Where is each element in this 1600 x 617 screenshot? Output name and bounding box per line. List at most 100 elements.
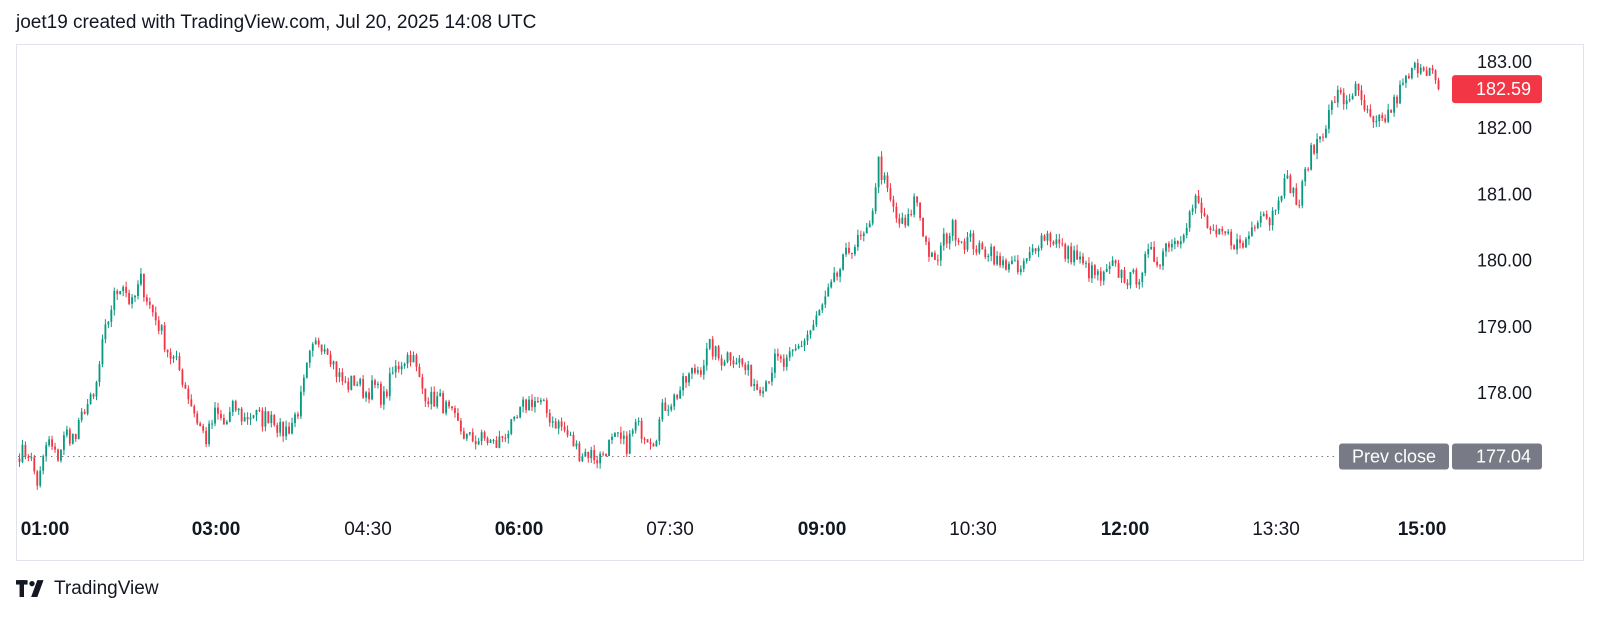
candle xyxy=(584,448,587,457)
candle xyxy=(214,401,216,427)
candle xyxy=(741,357,744,368)
candle xyxy=(134,294,136,303)
candle xyxy=(68,427,71,446)
candle xyxy=(397,361,400,373)
footer-brand[interactable]: TradingView xyxy=(16,578,159,600)
candle xyxy=(454,405,456,418)
candle xyxy=(305,362,308,379)
candle xyxy=(421,373,424,395)
candle xyxy=(86,399,89,416)
candle xyxy=(261,407,264,432)
candle xyxy=(234,399,237,412)
candle xyxy=(516,415,519,419)
candle xyxy=(883,172,886,184)
candle xyxy=(1283,173,1286,199)
candle xyxy=(1079,251,1081,264)
candle xyxy=(933,250,936,261)
candle xyxy=(418,363,421,378)
candle xyxy=(525,398,527,414)
candle xyxy=(1348,93,1351,103)
price-axis-label: 183.00 xyxy=(1477,52,1532,72)
candle xyxy=(175,350,178,361)
candle xyxy=(649,438,652,450)
candle xyxy=(1366,105,1369,114)
candle xyxy=(291,417,293,435)
candle xyxy=(1313,143,1316,156)
candle xyxy=(196,411,199,426)
candle xyxy=(726,351,729,364)
candle xyxy=(427,397,430,408)
candle xyxy=(1073,245,1076,266)
candle xyxy=(202,423,205,434)
candle xyxy=(57,448,59,462)
candle xyxy=(1434,69,1437,85)
candle xyxy=(98,360,101,387)
candle xyxy=(616,432,619,438)
candle xyxy=(353,375,356,386)
candle xyxy=(776,348,779,361)
candle xyxy=(880,151,883,185)
candle xyxy=(169,348,172,365)
candle xyxy=(184,382,187,389)
candle xyxy=(483,430,486,441)
time-axis-label: 13:30 xyxy=(1252,519,1300,540)
time-axis-label: 09:00 xyxy=(798,519,847,540)
candle xyxy=(344,376,347,384)
candle xyxy=(871,208,874,226)
candle xyxy=(89,392,92,405)
price-tags: 182.59 Prev close 177.04 xyxy=(1339,75,1542,470)
candle xyxy=(474,435,477,450)
candle xyxy=(898,213,901,228)
candle xyxy=(990,243,993,262)
candle xyxy=(1191,204,1194,216)
candle xyxy=(1242,240,1244,249)
candle xyxy=(1055,234,1058,248)
candle xyxy=(172,355,175,364)
candle xyxy=(1197,190,1200,204)
candle xyxy=(42,454,45,475)
candle xyxy=(925,235,927,246)
candle xyxy=(723,359,726,367)
candle xyxy=(744,362,747,375)
candle xyxy=(507,430,510,444)
candle xyxy=(945,232,948,248)
candle xyxy=(815,311,818,328)
candle xyxy=(1233,244,1236,250)
candle xyxy=(602,451,605,456)
candle xyxy=(1239,235,1241,249)
candle xyxy=(578,441,581,462)
candle xyxy=(338,367,341,383)
candle xyxy=(575,440,578,450)
candle xyxy=(537,396,539,403)
candle xyxy=(122,285,125,297)
candle xyxy=(311,342,314,357)
candle xyxy=(1182,233,1185,244)
candle xyxy=(424,388,427,407)
candle xyxy=(862,231,865,242)
candle xyxy=(590,446,593,463)
candle xyxy=(1049,231,1052,248)
candle xyxy=(379,381,382,408)
candle xyxy=(1090,261,1093,283)
time-axis-label: 04:30 xyxy=(344,519,392,540)
candle xyxy=(21,439,24,464)
candle xyxy=(243,412,246,422)
candle xyxy=(759,386,762,397)
candle xyxy=(1265,210,1268,220)
candle xyxy=(803,338,806,352)
candle xyxy=(1067,245,1070,264)
candle xyxy=(984,246,987,260)
candle xyxy=(385,388,388,399)
candle xyxy=(922,217,924,237)
candle xyxy=(910,209,913,217)
candle xyxy=(587,451,590,463)
candle xyxy=(836,271,839,281)
candle xyxy=(145,294,148,306)
candle xyxy=(818,309,821,316)
candle xyxy=(868,220,871,228)
candle xyxy=(1043,234,1046,242)
candle xyxy=(1250,221,1253,237)
candle xyxy=(279,418,282,437)
candle xyxy=(1022,258,1025,273)
